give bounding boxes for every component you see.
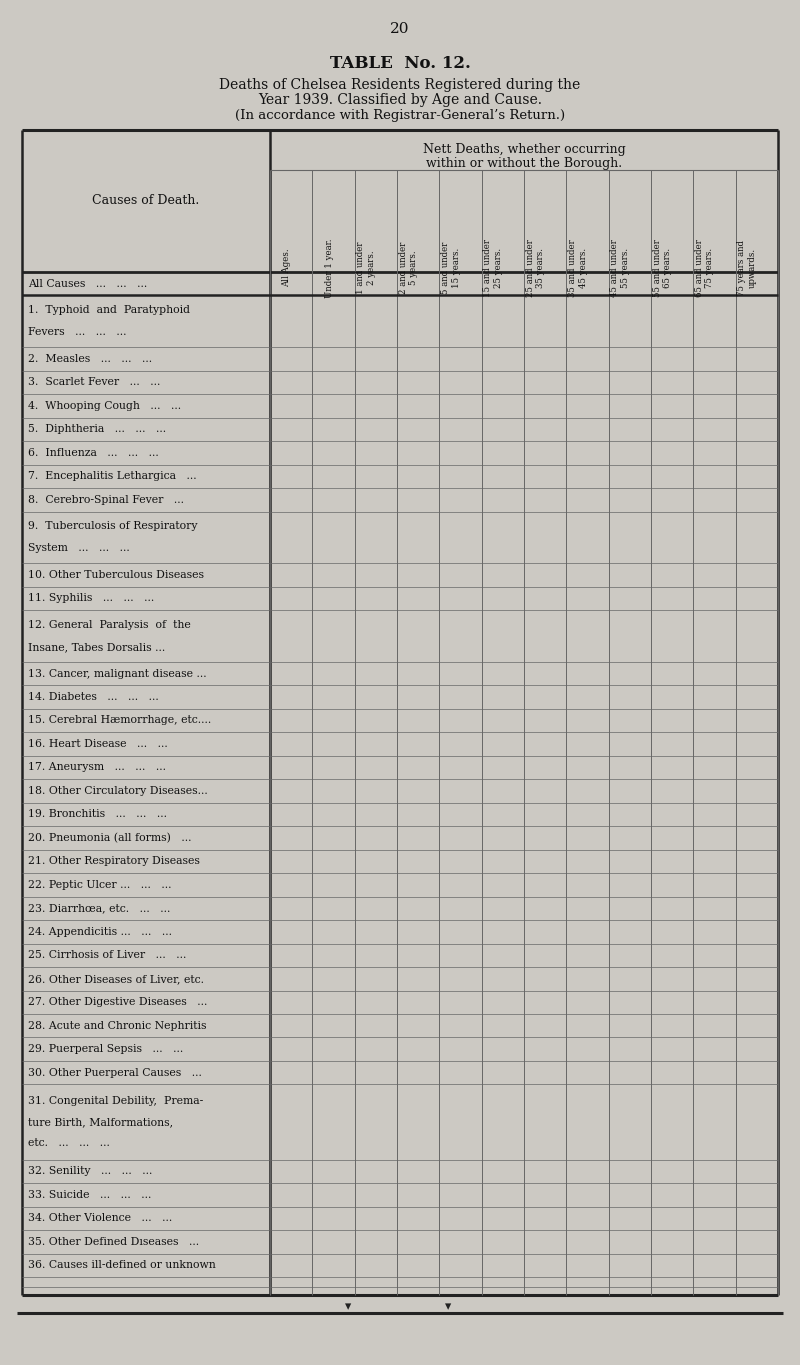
Text: 27. Other Digestive Diseases   ...: 27. Other Digestive Diseases ...: [28, 998, 207, 1007]
Text: 22. Peptic Ulcer ...   ...   ...: 22. Peptic Ulcer ... ... ...: [28, 880, 171, 890]
Text: 25. Cirrhosis of Liver   ...   ...: 25. Cirrhosis of Liver ... ...: [28, 950, 186, 961]
Text: 29. Puerperal Sepsis   ...   ...: 29. Puerperal Sepsis ... ...: [28, 1044, 183, 1054]
Text: 1 and under
2 years.: 1 and under 2 years.: [357, 242, 376, 295]
Text: System   ...   ...   ...: System ... ... ...: [28, 543, 130, 553]
Text: 23. Diarrhœa, etc.   ...   ...: 23. Diarrhœa, etc. ... ...: [28, 904, 170, 913]
Text: Insane, Tabes Dorsalis ...: Insane, Tabes Dorsalis ...: [28, 642, 166, 652]
Text: 34. Other Violence   ...   ...: 34. Other Violence ... ...: [28, 1213, 172, 1223]
Text: 65 and under
75 years.: 65 and under 75 years.: [695, 239, 714, 298]
Text: Nett Deaths, whether occurring: Nett Deaths, whether occurring: [422, 143, 626, 156]
Text: etc.   ...   ...   ...: etc. ... ... ...: [28, 1138, 110, 1148]
Text: 28. Acute and Chronic Nephritis: 28. Acute and Chronic Nephritis: [28, 1021, 206, 1031]
Text: Causes of Death.: Causes of Death.: [92, 194, 200, 207]
Text: 55 and under
65 years.: 55 and under 65 years.: [653, 239, 672, 298]
Text: TABLE  No. 12.: TABLE No. 12.: [330, 55, 470, 72]
Text: 12. General  Paralysis  of  the: 12. General Paralysis of the: [28, 620, 190, 631]
Text: 15 and under
25 years.: 15 and under 25 years.: [483, 239, 503, 298]
Text: 26. Other Diseases of Liver, etc.: 26. Other Diseases of Liver, etc.: [28, 973, 204, 984]
Text: 2 and under
5 years.: 2 and under 5 years.: [398, 242, 418, 295]
Text: 20. Pneumonia (all forms)   ...: 20. Pneumonia (all forms) ...: [28, 833, 191, 844]
Text: 17. Aneurysm   ...   ...   ...: 17. Aneurysm ... ... ...: [28, 763, 166, 773]
Text: 4.  Whooping Cough   ...   ...: 4. Whooping Cough ... ...: [28, 401, 181, 411]
Text: Under 1 year.: Under 1 year.: [325, 239, 334, 298]
Text: Year 1939. Classified by Age and Cause.: Year 1939. Classified by Age and Cause.: [258, 93, 542, 106]
Text: within or without the Borough.: within or without the Borough.: [426, 157, 622, 171]
Text: 21. Other Respiratory Diseases: 21. Other Respiratory Diseases: [28, 856, 200, 867]
Text: 7.  Encephalitis Lethargica   ...: 7. Encephalitis Lethargica ...: [28, 471, 197, 482]
Text: 35 and under
45 years.: 35 and under 45 years.: [568, 239, 587, 296]
Text: 16. Heart Disease   ...   ...: 16. Heart Disease ... ...: [28, 738, 168, 749]
Text: 18. Other Circulatory Diseases...: 18. Other Circulatory Diseases...: [28, 786, 208, 796]
Text: All Ages.: All Ages.: [282, 248, 291, 287]
Text: 75 years and
upwards.: 75 years and upwards.: [738, 240, 757, 296]
Text: 5.  Diphtheria   ...   ...   ...: 5. Diphtheria ... ... ...: [28, 425, 166, 434]
Text: 15. Cerebral Hæmorrhage, etc....: 15. Cerebral Hæmorrhage, etc....: [28, 715, 211, 725]
Text: 25 and under
35 years.: 25 and under 35 years.: [526, 239, 545, 298]
Text: Deaths of Chelsea Residents Registered during the: Deaths of Chelsea Residents Registered d…: [219, 78, 581, 91]
Text: 13. Cancer, malignant disease ...: 13. Cancer, malignant disease ...: [28, 669, 206, 678]
Text: 24. Appendicitis ...   ...   ...: 24. Appendicitis ... ... ...: [28, 927, 172, 936]
Text: 5 and under
15 years.: 5 and under 15 years.: [441, 242, 461, 295]
Text: ▾: ▾: [345, 1299, 351, 1313]
Text: Fevers   ...   ...   ...: Fevers ... ... ...: [28, 328, 126, 337]
Text: 35. Other Defined Dıseases   ...: 35. Other Defined Dıseases ...: [28, 1237, 199, 1246]
Text: 45 and under
55 years.: 45 and under 55 years.: [610, 239, 630, 298]
Text: 3.  Scarlet Fever   ...   ...: 3. Scarlet Fever ... ...: [28, 377, 160, 388]
Text: (In accordance with Registrar-General’s Return.): (In accordance with Registrar-General’s …: [235, 109, 565, 121]
Text: 8.  Cerebro-Spinal Fever   ...: 8. Cerebro-Spinal Fever ...: [28, 494, 184, 505]
Text: 9.  Tuberculosis of Respiratory: 9. Tuberculosis of Respiratory: [28, 521, 198, 531]
Text: 33. Suicide   ...   ...   ...: 33. Suicide ... ... ...: [28, 1190, 151, 1200]
Text: 31. Congenital Debility,  Prema-: 31. Congenital Debility, Prema-: [28, 1096, 203, 1106]
Text: 6.  Influenza   ...   ...   ...: 6. Influenza ... ... ...: [28, 448, 158, 457]
Text: All Causes   ...   ...   ...: All Causes ... ... ...: [28, 278, 147, 289]
Text: 2.  Measles   ...   ...   ...: 2. Measles ... ... ...: [28, 354, 152, 364]
Text: 11. Syphilis   ...   ...   ...: 11. Syphilis ... ... ...: [28, 594, 154, 603]
Text: ▾: ▾: [445, 1299, 451, 1313]
Text: 14. Diabetes   ...   ...   ...: 14. Diabetes ... ... ...: [28, 692, 158, 702]
Text: 1.  Typhoid  and  Paratyphoid: 1. Typhoid and Paratyphoid: [28, 306, 190, 315]
Text: 36. Causes ill-defined or unknown: 36. Causes ill-defined or unknown: [28, 1260, 216, 1271]
Text: 32. Senility   ...   ...   ...: 32. Senility ... ... ...: [28, 1166, 152, 1177]
Text: 10. Other Tuberculous Diseases: 10. Other Tuberculous Diseases: [28, 571, 204, 580]
Text: 30. Other Puerperal Causes   ...: 30. Other Puerperal Causes ...: [28, 1067, 202, 1078]
Text: 19. Bronchitis   ...   ...   ...: 19. Bronchitis ... ... ...: [28, 809, 167, 819]
Text: 20: 20: [390, 22, 410, 35]
Text: ture Birth, Malformations,: ture Birth, Malformations,: [28, 1117, 173, 1127]
